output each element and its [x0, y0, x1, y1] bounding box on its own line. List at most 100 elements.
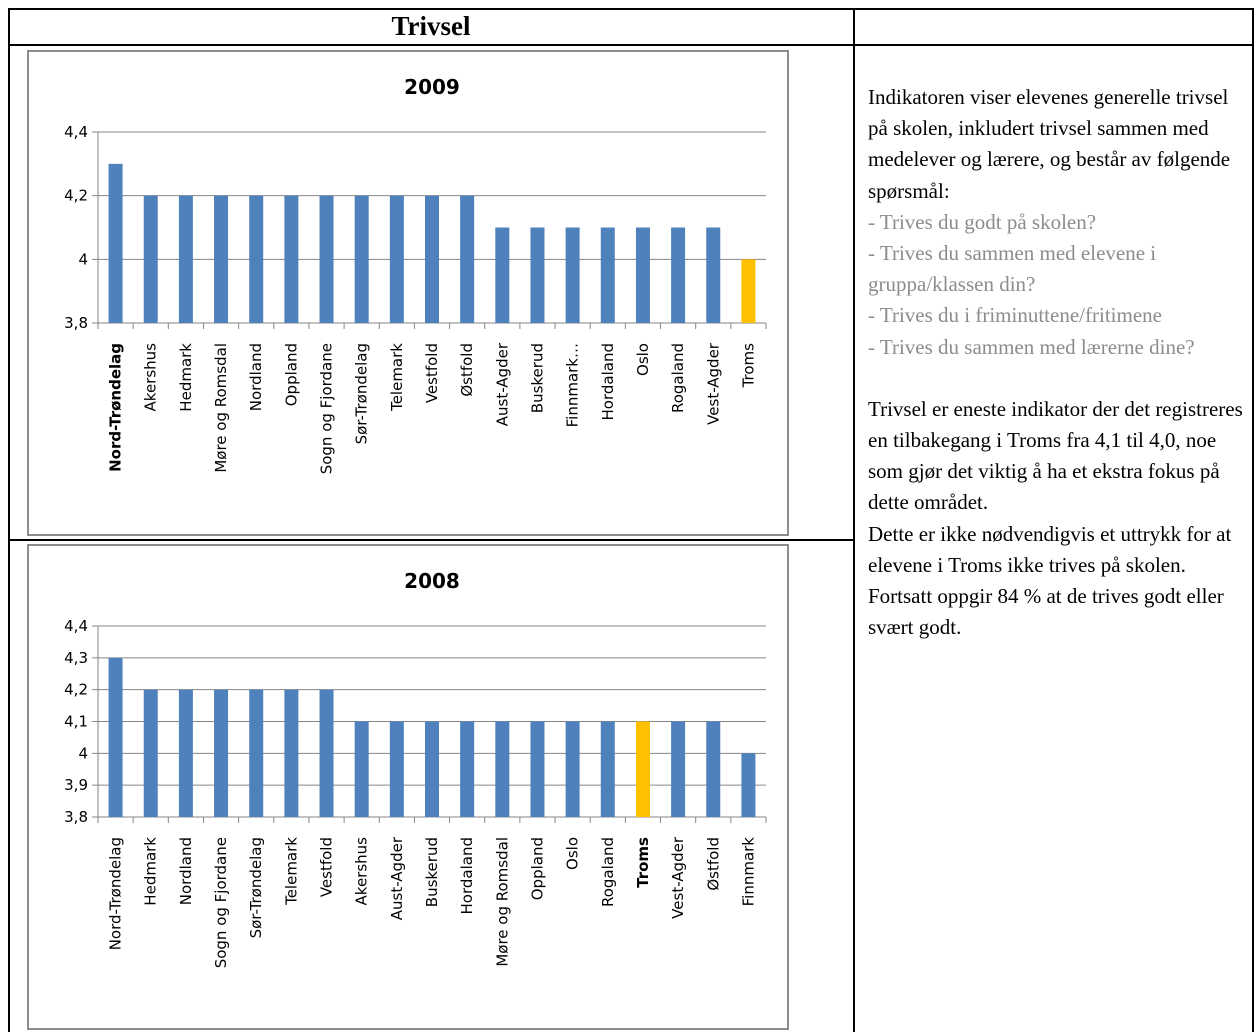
x-category-label: Østfold: [704, 837, 722, 891]
chart-2008: 2008 3,8 3,9 4 4,1 4,2 4,3 4,4 Nord-Trøndelag Hed…: [27, 544, 789, 1030]
bar: [671, 721, 686, 817]
question-4: - Trives du sammen med lærerne dine?: [868, 334, 1195, 359]
x-category-label: Aust-Agder: [493, 342, 511, 426]
bar: [389, 721, 404, 817]
x-category-label: Østfold: [458, 343, 476, 397]
x-category-label: Akershus: [142, 343, 160, 412]
x-category-label: Buskerud: [423, 837, 441, 907]
y-tick-label: 3,8: [64, 808, 88, 826]
y-tick-label: 4,4: [64, 617, 88, 635]
bar: [495, 227, 510, 323]
y-tick-label: 4,2: [64, 681, 88, 699]
x-category-label: Hedmark: [177, 343, 195, 412]
bar: [530, 721, 545, 817]
bar: [706, 721, 721, 817]
bar: [741, 753, 756, 817]
table-divider-header: [8, 44, 1254, 46]
table-border-left: [8, 8, 10, 1032]
x-category-label: Troms: [634, 837, 652, 888]
bar: [389, 195, 404, 323]
bar: [178, 195, 193, 323]
bar: [319, 195, 334, 323]
bar: [495, 721, 510, 817]
chart-2008-svg: 2008 3,8 3,9 4 4,1 4,2 4,3 4,4 Nord-Trøndelag Hed…: [64, 569, 767, 968]
x-category-label: Rogaland: [599, 837, 617, 907]
bar: [319, 689, 334, 817]
question-3: - Trives du i friminuttene/fritimene: [868, 303, 1162, 328]
x-category-label: Oslo: [634, 343, 652, 376]
description-intro: Indikatoren viser elevenes generelle tri…: [868, 85, 1231, 203]
bar: [425, 721, 439, 817]
x-category-label: Nord-Trøndelag: [107, 837, 125, 950]
chart-2009-svg: 2009 3,8 4 4,2 4,4 Nord-Trøndelag Akershus Hedm…: [64, 75, 767, 474]
x-category-label: Nordland: [177, 837, 195, 905]
bar: [425, 195, 439, 323]
bar: [249, 689, 264, 817]
x-category-label: Telemark: [282, 837, 300, 906]
table-divider-charts: [8, 539, 855, 541]
y-tick-label: 4,2: [64, 187, 88, 205]
x-category-label: Hordaland: [458, 837, 476, 914]
bar: [600, 227, 615, 323]
chart-title: 2009: [404, 75, 460, 99]
x-category-label: Vest-Agder: [704, 342, 722, 425]
bar: [178, 689, 193, 817]
y-tick-label: 4,3: [64, 649, 88, 667]
bar: [741, 259, 756, 323]
y-tick-label: 4,4: [64, 123, 88, 141]
table-border-right: [1252, 8, 1254, 1032]
x-category-label: Møre og Romsdal: [493, 837, 511, 967]
chart-title: 2008: [404, 569, 460, 593]
x-category-label: Aust-Agder: [388, 836, 406, 920]
bar: [635, 721, 650, 817]
chart-2009: 2009 3,8 4 4,2 4,4 Nord-Trøndelag Akershus Hedm…: [27, 50, 789, 536]
bar: [249, 195, 264, 323]
bar: [284, 195, 299, 323]
question-1: - Trives du godt på skolen?: [868, 209, 1097, 234]
x-category-label: Sogn og Fjordane: [318, 343, 336, 474]
question-2: - Trives du sammen med elevene i gruppa/…: [868, 241, 1157, 297]
x-category-label: Hordaland: [599, 343, 617, 420]
x-category-label: Oslo: [564, 837, 582, 870]
bar: [143, 689, 158, 817]
bar: [214, 689, 229, 817]
indicator-description: Indikatoren viser elevenes generelle tri…: [868, 82, 1253, 643]
table-border-top: [8, 8, 1254, 10]
x-category-label: Nordland: [247, 343, 265, 411]
x-category-label: Hedmark: [142, 837, 160, 906]
table-header-title: Trivsel: [391, 11, 471, 41]
bar: [214, 195, 229, 323]
x-category-label: Oppland: [528, 837, 546, 900]
x-category-label: Vest-Agder: [669, 836, 687, 919]
x-category-label: Akershus: [353, 837, 371, 906]
x-category-label: Sogn og Fjordane: [212, 837, 230, 968]
x-category-label: Møre og Romsdal: [212, 343, 230, 473]
bar: [284, 689, 299, 817]
x-category-label: Finnmark…: [564, 343, 582, 427]
y-tick-label: 4: [78, 744, 88, 762]
y-tick-label: 4,1: [64, 713, 88, 731]
table-divider-vertical: [853, 8, 855, 1032]
x-category-label: Troms: [739, 343, 757, 389]
bar: [706, 227, 721, 323]
bar: [108, 163, 123, 323]
y-tick-label: 3,8: [64, 314, 88, 332]
x-category-label: Rogaland: [669, 343, 687, 413]
bar: [143, 195, 158, 323]
bar: [600, 721, 615, 817]
bar: [565, 721, 580, 817]
bar: [565, 227, 580, 323]
paragraph-gap: [868, 363, 1253, 394]
bar: [108, 657, 123, 817]
bar: [460, 195, 475, 323]
bar: [530, 227, 545, 323]
x-category-label: Vestfold: [423, 343, 441, 403]
x-category-label: Buskerud: [528, 343, 546, 413]
x-category-label: Sør-Trøndelag: [247, 837, 265, 938]
y-tick-label: 4: [78, 250, 88, 268]
x-category-label: Nord-Trøndelag: [107, 343, 125, 472]
x-category-label: Finnmark: [739, 837, 757, 907]
x-category-label: Sør-Trøndelag: [353, 343, 371, 444]
description-paragraph-3: Dette er ikke nødvendigvis et uttrykk fo…: [868, 521, 1232, 640]
x-category-label: Telemark: [388, 343, 406, 412]
